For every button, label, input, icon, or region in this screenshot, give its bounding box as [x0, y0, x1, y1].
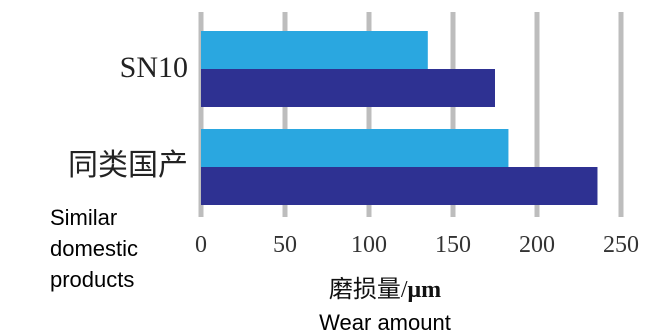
x-tick-label: 50	[273, 232, 297, 258]
category-label: 同类国产	[68, 149, 188, 182]
category-sublabel: Similar	[50, 205, 117, 230]
bar	[201, 167, 598, 205]
category-label: SN10	[120, 51, 188, 84]
x-tick-label: 200	[519, 232, 555, 258]
x-tick-label: 100	[351, 232, 387, 258]
x-axis-title: 磨损量/μm	[329, 276, 441, 303]
category-sublabel: products	[50, 267, 134, 292]
x-tick-label: 150	[435, 232, 471, 258]
category-sublabel: domestic	[50, 236, 138, 261]
bar	[201, 31, 428, 69]
x-tick-labels: 0 50 100 150 200 250	[195, 232, 639, 258]
x-axis-title-en: Wear amount	[319, 310, 451, 335]
bars	[201, 31, 598, 205]
bar	[201, 69, 495, 107]
x-axis-unit: μm	[408, 277, 442, 303]
x-axis-title-text: 磨损量/	[329, 276, 408, 303]
x-tick-label: 0	[195, 232, 207, 258]
bar	[201, 129, 509, 167]
category-labels: SN10 同类国产 Similar domestic products	[50, 51, 188, 292]
x-tick-label: 250	[603, 232, 639, 258]
